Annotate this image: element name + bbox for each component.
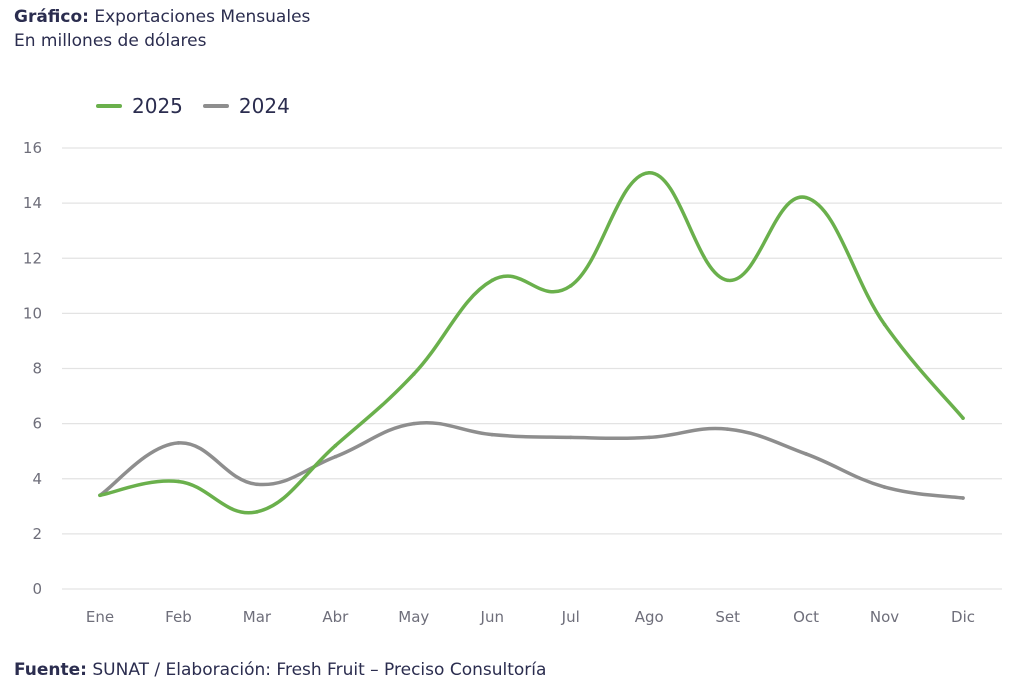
point-2024-oct [804, 452, 808, 456]
x-axis-ticks: Ene Feb Mar Abr May Jun Jul Ago Set Oct Nov Dic [86, 608, 975, 626]
chart-grid [62, 147, 1002, 590]
x-tick-dic: Dic [951, 608, 975, 626]
chart-title-label: Gráfico: [14, 7, 89, 27]
point-2025-ene [98, 493, 102, 498]
x-tick-oct: Oct [793, 608, 819, 626]
point-2025-ago [647, 171, 651, 175]
point-2024-nov [882, 485, 887, 489]
legend-label-2024: 2024 [238, 94, 290, 118]
x-tick-set: Set [715, 608, 740, 626]
point-2025-oct [804, 195, 808, 200]
x-tick-ene: Ene [86, 608, 114, 626]
x-tick-abr: Abr [322, 608, 349, 626]
chart-subtitle: En millones de dólares [14, 31, 207, 51]
point-2024-jun [490, 432, 495, 437]
point-2024-may [412, 421, 416, 426]
legend-swatch-2024 [202, 104, 229, 108]
legend-swatch-2025 [96, 104, 122, 108]
point-2024-set [725, 427, 730, 431]
x-tick-may: May [398, 608, 429, 626]
y-tick-0: 0 [32, 580, 42, 598]
series-lines [98, 171, 965, 515]
source-text: SUNAT / Elaboración: Fresh Fruit – Preci… [86, 660, 547, 680]
point-2025-jun [490, 278, 495, 283]
y-tick-14: 14 [23, 194, 42, 212]
x-tick-nov: Nov [870, 608, 899, 626]
x-tick-jun: Jun [480, 608, 504, 626]
source-label: Fuente: [14, 660, 87, 680]
point-2024-dic [961, 496, 965, 500]
point-2024-mar [255, 482, 259, 487]
point-2025-abr [333, 443, 338, 448]
legend-item-2025: 2025 [96, 94, 183, 118]
point-2025-dic [961, 416, 965, 420]
point-2024-feb [176, 441, 181, 445]
y-tick-6: 6 [32, 415, 42, 433]
y-tick-2: 2 [32, 525, 42, 543]
series-line-2024 [98, 421, 965, 500]
y-tick-8: 8 [32, 360, 42, 378]
legend-item-2024: 2024 [202, 94, 290, 118]
point-2024-jul [568, 435, 573, 440]
legend-label-2025: 2025 [132, 94, 183, 118]
y-axis-ticks: 0 2 4 6 8 10 12 14 16 [23, 139, 42, 598]
series-line-2025 [98, 171, 965, 515]
point-2025-nov [882, 322, 887, 327]
point-2025-jul [568, 284, 573, 288]
point-2024-ago [647, 435, 651, 440]
y-tick-4: 4 [32, 470, 42, 488]
point-2025-mar [255, 510, 259, 514]
chart-legend: 2025 2024 [96, 94, 310, 118]
point-2025-may [412, 372, 416, 376]
x-tick-mar: Mar [243, 608, 272, 626]
x-tick-jul: Jul [561, 608, 580, 626]
point-2025-set [725, 278, 730, 283]
y-tick-16: 16 [23, 139, 42, 157]
y-tick-10: 10 [23, 304, 42, 322]
source-note: Fuente: SUNAT / Elaboración: Fresh Fruit… [14, 659, 546, 681]
point-2025-feb [176, 479, 181, 484]
chart-title: Gráfico: Exportaciones Mensuales [14, 6, 310, 28]
x-tick-feb: Feb [165, 608, 192, 626]
chart-title-text: Exportaciones Mensuales [88, 7, 311, 27]
x-tick-ago: Ago [635, 608, 664, 626]
point-2024-abr [333, 454, 338, 459]
y-tick-12: 12 [23, 249, 42, 267]
